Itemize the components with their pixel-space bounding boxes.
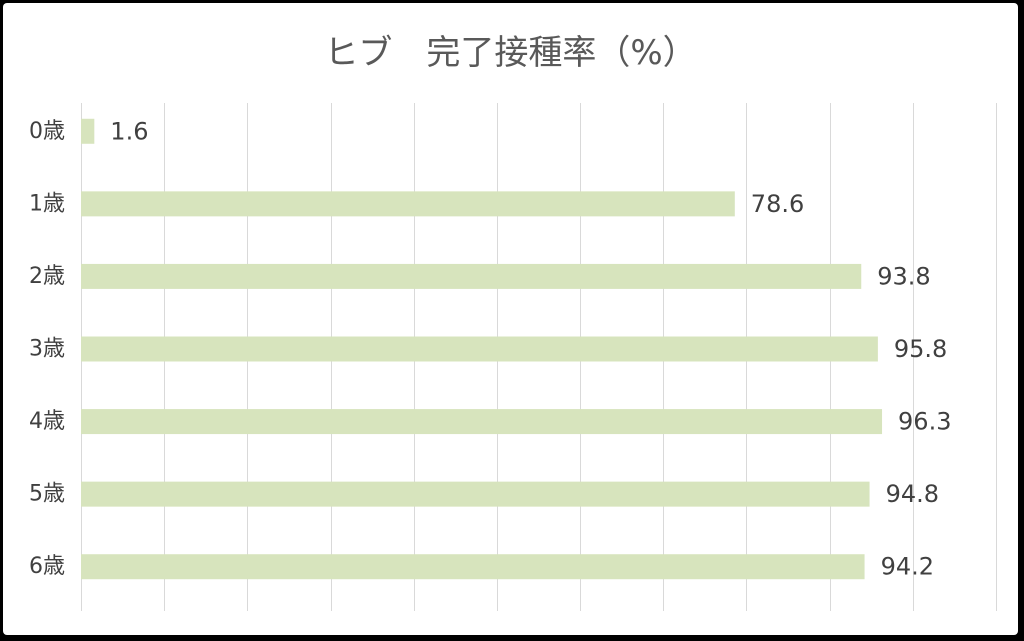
data-label-3: 95.8: [894, 335, 947, 363]
category-label-3: 3歳: [29, 337, 65, 362]
bar-chart: 0歳 1歳 2歳 3歳 4歳 5歳 6歳 1.6 78.6 93.8 95.8 96.3 94.8 94…: [29, 103, 997, 611]
data-label-1: 78.6: [751, 190, 804, 218]
bar-6: [81, 554, 865, 580]
data-label-2: 93.8: [877, 262, 930, 290]
bar-3: [81, 336, 878, 362]
category-label-1: 1歳: [29, 191, 65, 216]
data-label-0: 1.6: [110, 117, 148, 145]
bars: [81, 118, 883, 580]
category-label-2: 2歳: [29, 264, 65, 289]
category-label-6: 6歳: [29, 554, 65, 579]
bar-0: [81, 118, 95, 144]
chart-title: ヒブ 完了接種率（%）: [324, 33, 697, 73]
bar-2: [81, 263, 862, 289]
category-label-4: 4歳: [29, 409, 65, 434]
data-labels: 1.6 78.6 93.8 95.8 96.3 94.8 94.2: [110, 117, 951, 580]
bar-4: [81, 409, 883, 435]
data-label-4: 96.3: [898, 408, 951, 436]
category-label-5: 5歳: [29, 482, 65, 507]
bar-5: [81, 481, 870, 507]
data-label-6: 94.2: [881, 553, 934, 581]
category-labels: 0歳 1歳 2歳 3歳 4歳 5歳 6歳: [29, 119, 65, 579]
chart-frame: ヒブ 完了接種率（%） 0歳 1歳 2歳 3歳 4歳 5歳 6歳 1.6 78.6 93.8 95…: [3, 3, 1018, 635]
bar-1: [81, 191, 735, 217]
data-label-5: 94.8: [886, 480, 939, 508]
category-label-0: 0歳: [29, 119, 65, 144]
